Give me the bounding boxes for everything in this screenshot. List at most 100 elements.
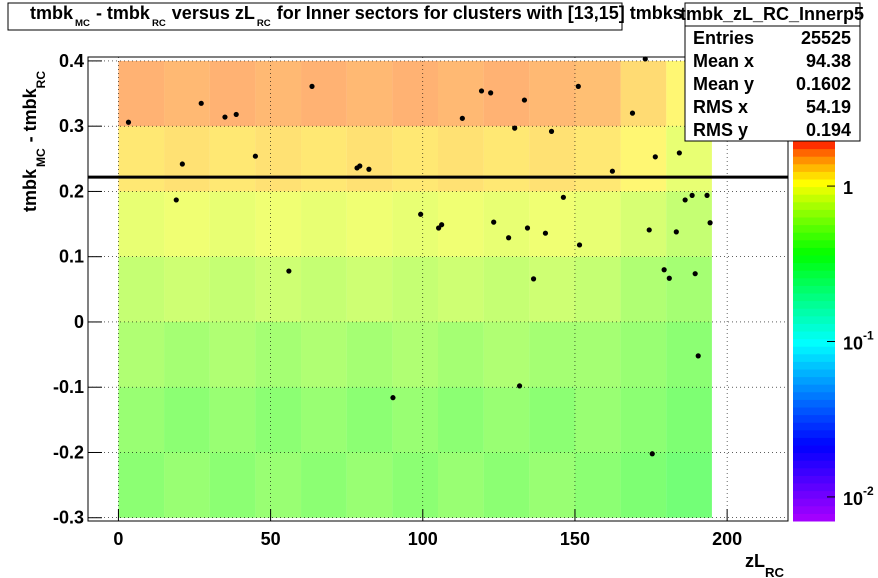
z-tick-base: 1 [843,178,853,198]
stats-value: 0.1602 [796,74,851,94]
profile-point [521,97,528,103]
profile-point [676,150,682,156]
heat-cell [529,60,575,127]
profile-point [649,451,655,457]
y-tick-label: 0.4 [59,51,84,71]
profile-point [642,56,648,62]
z-tick-label: 10-2 [843,484,874,509]
heat-cell [164,256,210,322]
palette-step [793,475,835,484]
heat-cell [118,387,165,453]
y-tick-label: 0.1 [59,247,84,267]
heat-cell [301,256,347,322]
heat-cell [392,321,438,388]
palette-step [793,369,835,378]
z-tick-exponent: -2 [863,484,874,498]
heat-cell [438,60,484,127]
palette-step [793,179,835,188]
heat-cell [209,126,256,192]
profile-point [309,83,315,89]
profile-point [666,275,672,281]
palette-step [793,498,835,507]
palette-step [793,505,835,514]
heat-cell [392,126,438,192]
heat-cell [620,387,667,453]
palette-step [793,156,835,165]
palette-step [793,490,835,499]
heat-cell [209,60,256,127]
chart-title-part: tmbk [30,3,74,23]
heat-cell [118,126,165,192]
chart-title-part: MC [75,18,90,29]
title-box [7,2,623,31]
profile-point [366,166,372,172]
heat-cell [255,387,302,453]
heat-cell [118,191,165,257]
palette-step [793,141,835,150]
stats-name: tmbk_zL_RC_Innerp5 [680,4,864,24]
z-tick-exponent: -1 [863,329,874,343]
palette-step [793,209,835,218]
palette-step [793,353,835,362]
profile-point [524,225,531,231]
chart-title-part: RC [257,18,271,29]
heat-cell [118,256,165,322]
profile-point [478,88,485,94]
palette-step [793,460,835,469]
palette-step [793,171,835,180]
profile-point [436,225,442,231]
profile-point [125,119,132,125]
palette-step [793,255,835,264]
profile-point [439,222,445,228]
heat-cell [666,452,712,518]
palette-step [793,285,835,294]
heat-cell [301,452,347,518]
chart-title-part: RC [152,18,166,29]
heat-cell [529,126,575,192]
palette-step [793,186,835,195]
palette-step [793,452,835,461]
heat-cell [574,452,621,518]
heat-cell [346,321,393,388]
chart-title: tmbkMC- tmbkRCversus zLRCfor Inner secto… [30,3,683,29]
stats-value: 54.19 [806,97,851,117]
profile-point [252,153,258,159]
profile-point [689,192,695,198]
profile-point [609,168,615,174]
heat-cell [255,126,302,192]
heat-cell [255,191,302,257]
heat-cell [529,191,575,257]
palette-step [793,437,835,446]
heat-cell [666,321,712,388]
palette-step [793,262,835,271]
palette-step [793,224,835,233]
heat-cell [209,256,256,322]
heat-cell [438,452,484,518]
palette-step [793,338,835,347]
heat-cell [118,321,165,388]
palette-step [793,163,835,172]
heat-cell [483,191,530,257]
heat-cell [620,126,667,192]
x-tick-label: 100 [408,529,438,549]
heat-cell [529,321,575,388]
heat-cell [164,321,210,388]
y-tick-label: -0.3 [53,508,84,528]
profile-point [707,220,713,226]
heat-cell [209,387,256,453]
axes: 0 50 100 150 200-0.3-0.2-0.100.10.20.30.4zLR… [20,51,789,578]
chart-title-part: versus zL [172,3,255,23]
y-tick-label: -0.1 [53,377,84,397]
grid [88,57,788,521]
y-axis-title-part: tmbk [20,168,40,212]
heat-cell [438,321,484,388]
heat-cell [209,191,256,257]
heat-cell [392,191,438,257]
heat-cell [255,321,302,388]
y-tick-label: 0.2 [59,181,84,201]
x-tick-label: 150 [560,529,590,549]
palette-step [793,323,835,332]
palette-step [793,239,835,248]
heat-cell [620,321,667,388]
z-tick-base: 10 [843,489,863,509]
